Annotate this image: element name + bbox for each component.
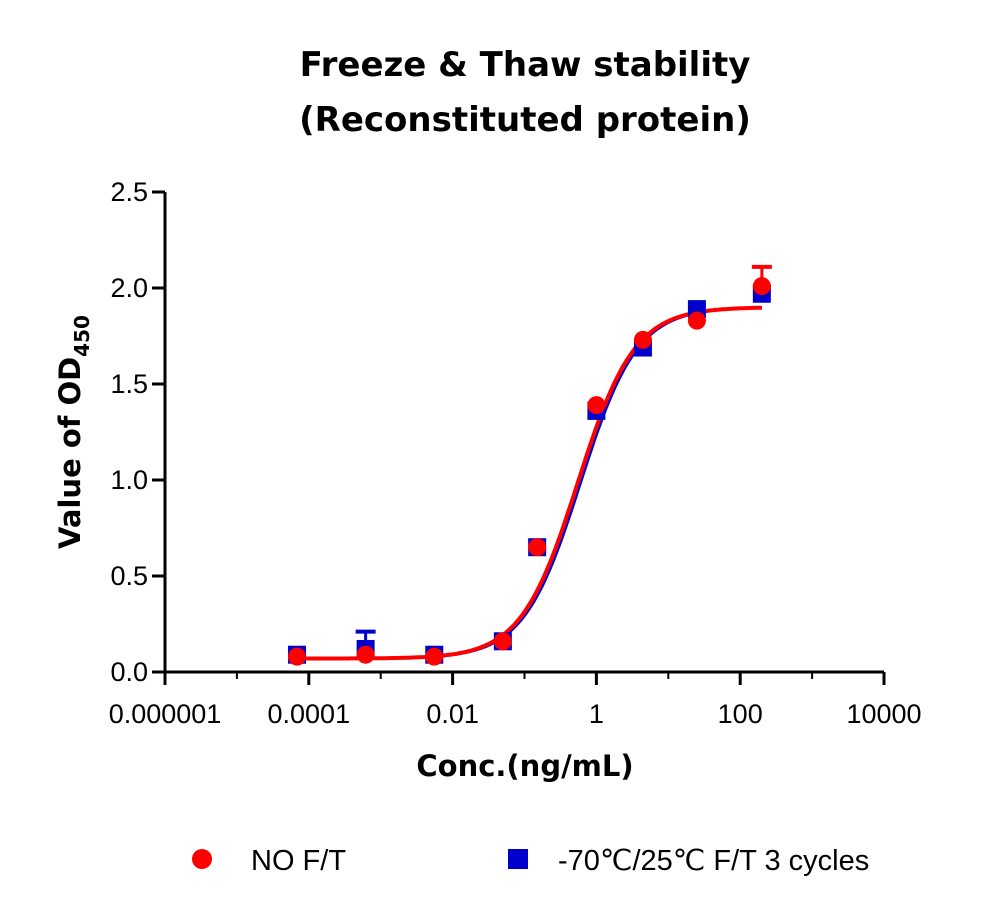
- x-tick-label: 1: [589, 699, 604, 729]
- data-point-no-ft: [633, 330, 652, 349]
- y-tick-label: 1.0: [110, 465, 148, 495]
- x-tick-label: 10000: [846, 699, 921, 729]
- legend: NO F/T -70℃/25℃ F/T 3 cycles: [192, 845, 869, 877]
- y-tick-label: 0.5: [110, 561, 148, 591]
- data-point-no-ft: [425, 647, 444, 666]
- data-point-no-ft: [528, 538, 547, 557]
- y-tick-label: 2.5: [110, 177, 148, 207]
- data-point-no-ft: [687, 311, 706, 330]
- chart-title: Freeze & Thaw stability: [300, 45, 751, 85]
- data-point-no-ft: [493, 632, 512, 651]
- y-axis-label: Value of OD450: [53, 315, 94, 549]
- y-tick-label: 1.5: [110, 369, 148, 399]
- legend-marker-circle: [192, 849, 212, 869]
- x-tick-label: 0.01: [426, 699, 479, 729]
- y-ticks: 0.0 0.5 1.0 1.5 2.0 2.5: [110, 177, 165, 687]
- y-axis-label-sub: 450: [70, 315, 94, 357]
- legend-marker-square: [508, 849, 528, 869]
- plot-area: [288, 264, 772, 666]
- data-point-no-ft: [356, 645, 375, 664]
- axes: [163, 192, 884, 674]
- data-point-no-ft: [587, 396, 606, 415]
- x-axis-label: Conc.(ng/mL): [416, 749, 633, 783]
- legend-label-no-ft: NO F/T: [251, 845, 346, 877]
- data-point-no-ft: [288, 647, 307, 666]
- x-tick-label: 0.000001: [109, 699, 222, 729]
- x-tick-label: 0.0001: [268, 699, 351, 729]
- chart-subtitle: (Reconstituted protein): [299, 100, 751, 140]
- data-point-no-ft: [752, 277, 771, 296]
- fit-curve-no-ft: [297, 305, 762, 661]
- x-tick-label: 100: [718, 699, 763, 729]
- y-axis-label-main: Value of OD: [53, 357, 87, 549]
- x-ticks: 0.000001 0.0001 0.01 1 100 10000: [109, 672, 922, 729]
- y-tick-label: 2.0: [110, 273, 148, 303]
- y-tick-label: 0.0: [110, 657, 148, 687]
- legend-label-ft-cycles: -70℃/25℃ F/T 3 cycles: [558, 845, 869, 877]
